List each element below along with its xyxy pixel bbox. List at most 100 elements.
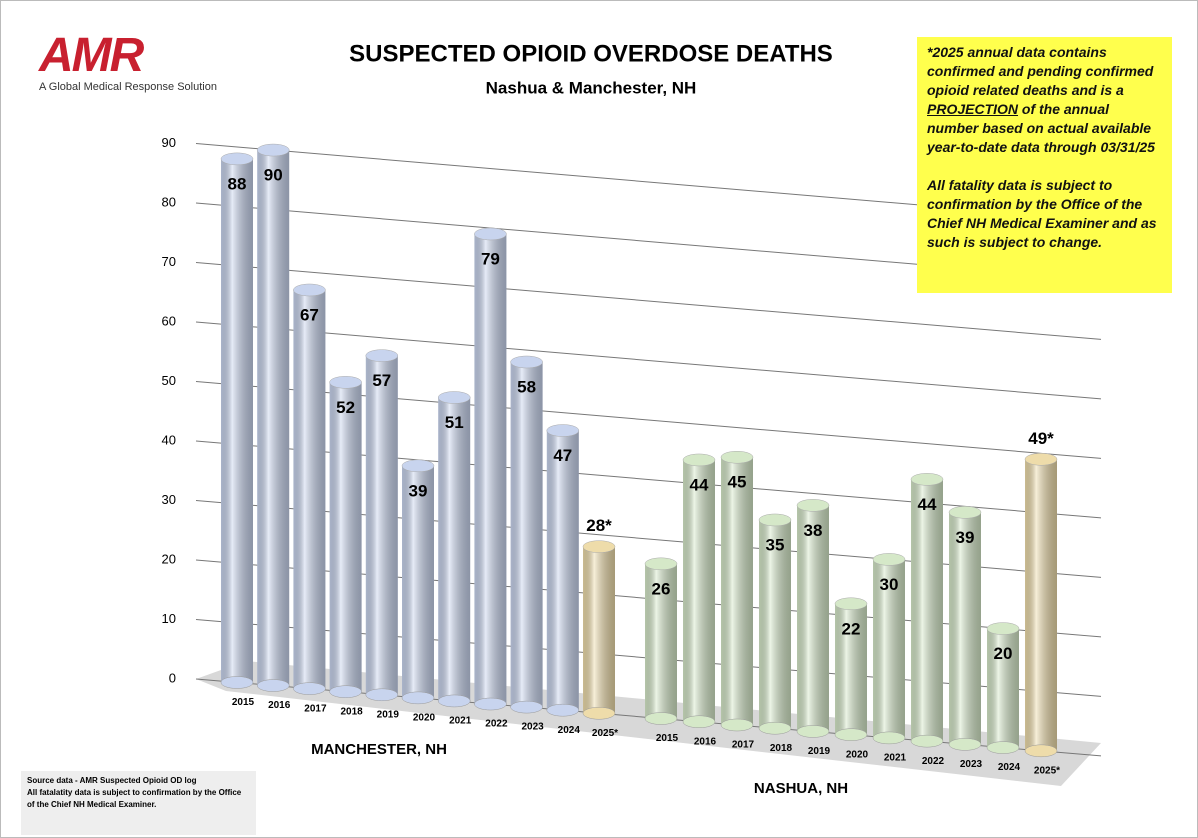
x-tick-label: 2016	[694, 736, 717, 747]
bar-top	[758, 513, 792, 527]
x-tick-label: 2021	[449, 716, 472, 727]
bar-shade	[797, 505, 829, 732]
grid-line	[195, 262, 1102, 340]
bar-top	[220, 152, 254, 166]
note-text: PROJECTION	[927, 101, 1019, 117]
bar-shade	[257, 150, 290, 686]
group-label: MANCHESTER, NH	[311, 741, 447, 758]
bar-shade	[873, 559, 905, 738]
bar-bottom	[834, 728, 868, 741]
bar-top	[401, 459, 435, 473]
bar-top	[910, 473, 944, 486]
x-tick-label: 2016	[268, 700, 291, 711]
x-tick-label: 2023	[960, 759, 983, 770]
bar-shade	[583, 546, 615, 714]
bar-bottom	[220, 676, 254, 689]
chart-subtitle: Nashua & Manchester, NH	[486, 78, 697, 97]
value-label: 47	[553, 446, 572, 465]
bar-shade	[911, 479, 943, 742]
x-tick-label: 2020	[846, 749, 869, 760]
value-label: 88	[228, 174, 247, 193]
logo-mark: AMR	[39, 29, 144, 82]
value-label: 35	[766, 535, 785, 554]
bar-bottom	[329, 685, 362, 698]
bar-top	[474, 227, 507, 241]
y-tick-label: 10	[162, 611, 176, 626]
value-label: 57	[372, 371, 391, 390]
value-label: 20	[994, 644, 1013, 663]
bar-bottom	[546, 703, 580, 717]
note-text: of the annual number based on actual ava…	[927, 101, 1155, 155]
value-label: 39	[956, 528, 975, 547]
bar-top	[644, 557, 678, 571]
bar-shade	[949, 512, 981, 745]
bar-top	[582, 540, 616, 553]
bar-shade	[645, 563, 677, 719]
bar-top	[682, 453, 716, 467]
source: Source data - AMR Suspected Opioid OD lo…	[21, 771, 256, 835]
x-tick-label: 2022	[485, 719, 508, 730]
bar-bottom	[720, 718, 754, 732]
y-tick-label: 40	[162, 432, 176, 447]
note-text: All fatality data is subject to confirma…	[927, 177, 1157, 250]
bar-shade	[987, 628, 1019, 748]
value-label: 26	[652, 579, 671, 598]
value-label: 79	[481, 249, 500, 268]
bar-shade	[402, 465, 434, 698]
x-tick-label: 2025*	[592, 728, 618, 739]
bar-top	[293, 283, 326, 297]
bar-top	[986, 622, 1020, 635]
bar-bottom	[437, 694, 471, 708]
bar-bottom	[474, 697, 507, 711]
x-tick-label: 2024	[558, 725, 581, 736]
bar-shade	[759, 519, 791, 729]
bar-top	[1024, 453, 1058, 466]
source-line: All fatalatity data is subject to confir…	[27, 788, 242, 797]
bar-shade	[474, 233, 507, 705]
value-label: 58	[517, 377, 536, 396]
bar-bottom	[293, 682, 326, 695]
bar-shade	[329, 382, 362, 692]
bar-top	[329, 376, 362, 389]
y-tick-label: 0	[169, 670, 176, 685]
bar-bottom	[872, 731, 906, 745]
bar-top	[437, 391, 471, 404]
value-label: 52	[336, 398, 355, 417]
x-tick-label: 2024	[998, 762, 1021, 773]
value-label: 44	[690, 475, 709, 494]
grid-line	[195, 321, 1102, 400]
bar-bottom	[401, 691, 435, 705]
y-tick-label: 30	[162, 492, 176, 507]
x-tick-label: 2017	[732, 740, 755, 751]
value-label: 28*	[586, 516, 612, 535]
source-line: of the Chief NH Medical Examiner.	[27, 800, 157, 809]
bar-top	[365, 349, 399, 362]
value-label: 90	[264, 166, 283, 185]
value-label: 38	[804, 521, 823, 540]
bar-bottom	[510, 700, 543, 714]
logo-tagline: A Global Medical Response Solution	[39, 81, 217, 93]
bar-bottom	[796, 725, 830, 738]
x-tick-label: 2018	[770, 743, 793, 754]
bar-bottom	[758, 721, 792, 735]
y-tick-label: 90	[162, 135, 176, 150]
value-label: 67	[300, 305, 319, 324]
bar-shade	[683, 459, 715, 722]
note: *2025 annual data contains confirmed and…	[917, 37, 1172, 293]
bar-bottom	[256, 679, 290, 692]
x-tick-label: 2019	[808, 746, 831, 757]
x-tick-label: 2019	[377, 709, 400, 720]
bar-bottom	[948, 738, 982, 751]
value-label: 30	[880, 575, 899, 594]
bar-shade	[510, 362, 543, 708]
bar-top	[546, 424, 580, 437]
x-tick-label: 2018	[340, 706, 363, 717]
y-tick-label: 20	[162, 551, 176, 566]
x-tick-label: 2020	[413, 713, 436, 724]
bar-top	[720, 450, 754, 464]
y-tick-label: 70	[162, 254, 176, 269]
x-tick-label: 2023	[521, 722, 544, 733]
logo: AMR A Global Medical Response Solution	[39, 29, 217, 94]
